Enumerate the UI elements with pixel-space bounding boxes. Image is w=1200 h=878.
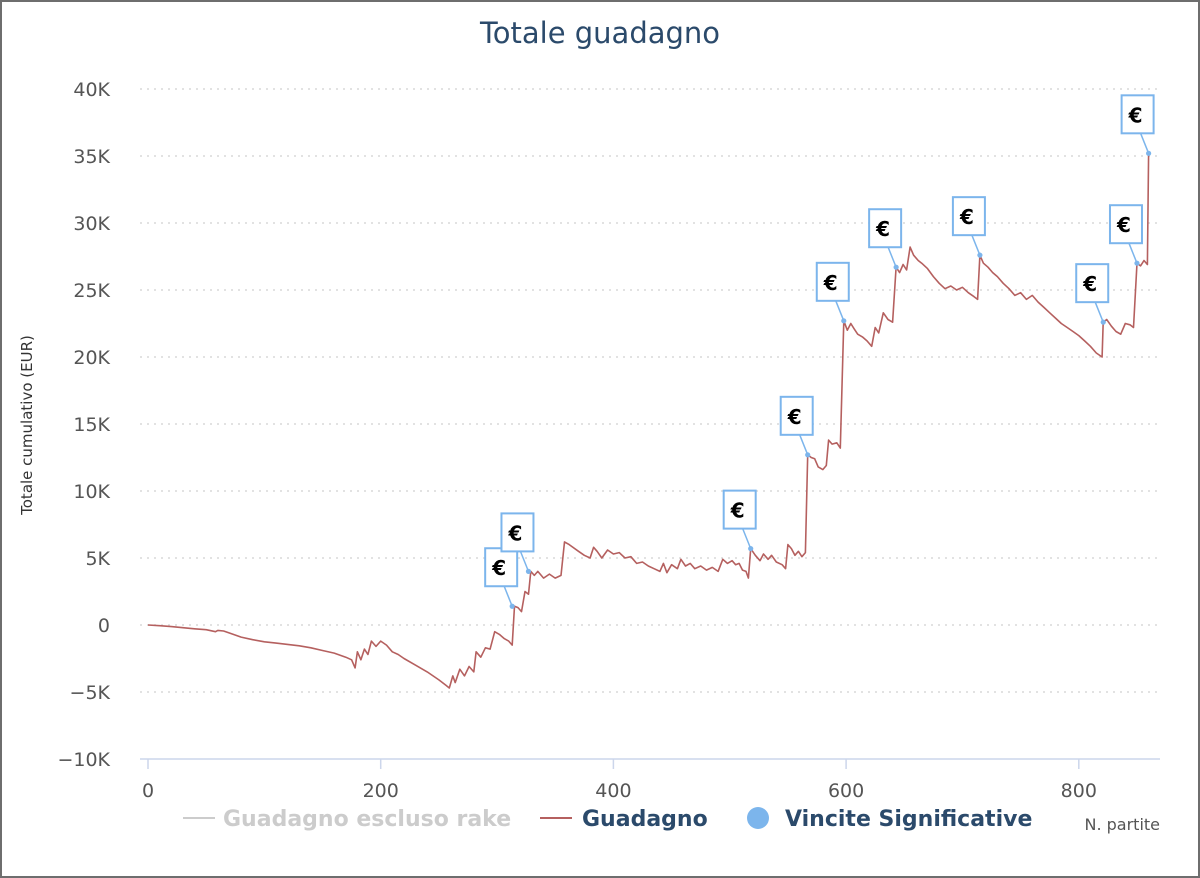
annotation-connector [799, 434, 809, 456]
y-tick-label: 30K [73, 213, 110, 235]
euro-icon: € [787, 405, 802, 429]
y-tick-label: 35K [73, 146, 110, 168]
win-marker [1134, 260, 1140, 266]
legend-label: Guadagno [582, 807, 708, 832]
x-tick-label: 400 [595, 780, 631, 802]
plot-lines [147, 152, 1151, 689]
annotation-box [868, 208, 903, 249]
x-axis-label: N. partite [1084, 815, 1160, 834]
euro-icon: € [959, 205, 974, 229]
series-line-guadagno [147, 152, 1151, 689]
euro-icon: € [1082, 272, 1097, 296]
win-marker [841, 318, 847, 324]
chart-title: Totale guadagno [479, 16, 720, 50]
grid-lines [140, 88, 1160, 693]
legend-label: Vincite Significative [785, 807, 1032, 832]
win-annotation[interactable]: € [500, 512, 535, 575]
annotation-connector [1128, 242, 1138, 264]
legend-dot-symbol [747, 807, 769, 829]
y-tick-label: 0 [98, 615, 110, 637]
annotation-box [1075, 263, 1110, 304]
annotation-connector [503, 585, 513, 607]
y-tick-label: 25K [73, 280, 110, 302]
x-tick-label: 200 [363, 780, 399, 802]
x-tick-label: 0 [142, 780, 154, 802]
annotation-connector [1139, 133, 1150, 154]
win-annotation[interactable]: € [484, 547, 519, 609]
annotation-box [951, 196, 986, 237]
euro-icon: € [1116, 213, 1131, 237]
win-annotation[interactable]: € [779, 395, 814, 458]
y-axis-ticks: −10K −5K 0 5K 10K 15K 20K 25K 30K 35K 40K [57, 79, 110, 771]
win-annotation[interactable]: € [1075, 263, 1110, 325]
legend-label: Guadagno escluso rake [223, 807, 511, 832]
annotation-box [722, 489, 757, 530]
win-annotation[interactable]: € [951, 196, 986, 258]
annotation-connector [1094, 301, 1104, 323]
x-tick-label: 800 [1061, 780, 1097, 802]
annotation-connector [741, 528, 752, 549]
euro-icon: € [823, 271, 838, 295]
euro-icon: € [508, 521, 523, 545]
win-annotation[interactable]: € [868, 208, 903, 270]
annotation-connector [835, 300, 845, 322]
win-marker [748, 546, 754, 552]
legend-item[interactable]: Vincite Significative [747, 807, 1032, 832]
annotation-connector [519, 551, 530, 572]
annotation-box [500, 512, 535, 553]
euro-icon: € [875, 217, 890, 241]
y-tick-label: 20K [73, 347, 110, 369]
annotation-connector [887, 246, 897, 268]
annotation-box [779, 395, 814, 436]
annotation-connector [971, 234, 981, 256]
euro-icon: € [730, 499, 745, 523]
annotation-box [1120, 94, 1155, 135]
y-tick-label: 40K [73, 79, 110, 101]
win-marker [1146, 150, 1152, 156]
win-annotation[interactable]: € [722, 489, 757, 552]
annotation-box [815, 261, 850, 302]
x-axis: 0 200 400 600 800 [140, 758, 1160, 802]
y-tick-label: 5K [85, 548, 110, 570]
win-marker [805, 452, 811, 458]
win-annotation[interactable]: € [1120, 94, 1155, 156]
win-marker [509, 603, 515, 609]
legend: Guadagno escluso rake Guadagno Vincite Sig… [183, 807, 1032, 832]
y-tick-label: −5K [70, 682, 111, 704]
legend-item[interactable]: Guadagno [540, 807, 708, 832]
win-marker [525, 568, 532, 575]
legend-item[interactable]: Guadagno escluso rake [183, 807, 511, 832]
x-tick-label: 600 [828, 780, 864, 802]
win-marker [1100, 319, 1106, 325]
y-tick-label: −10K [57, 749, 110, 771]
y-axis-label: Totale cumulativo (EUR) [18, 335, 36, 516]
y-tick-label: 10K [73, 481, 110, 503]
win-annotation[interactable]: € [1108, 204, 1143, 266]
y-tick-label: 15K [73, 414, 110, 436]
win-marker [977, 252, 983, 258]
euro-icon: € [1128, 103, 1143, 127]
win-annotation[interactable]: € [815, 261, 850, 324]
annotation-box [1108, 204, 1143, 245]
significant-win-annotations: €€€€€€€€€€ [484, 94, 1155, 609]
euro-icon: € [491, 556, 506, 580]
win-marker [893, 264, 899, 270]
